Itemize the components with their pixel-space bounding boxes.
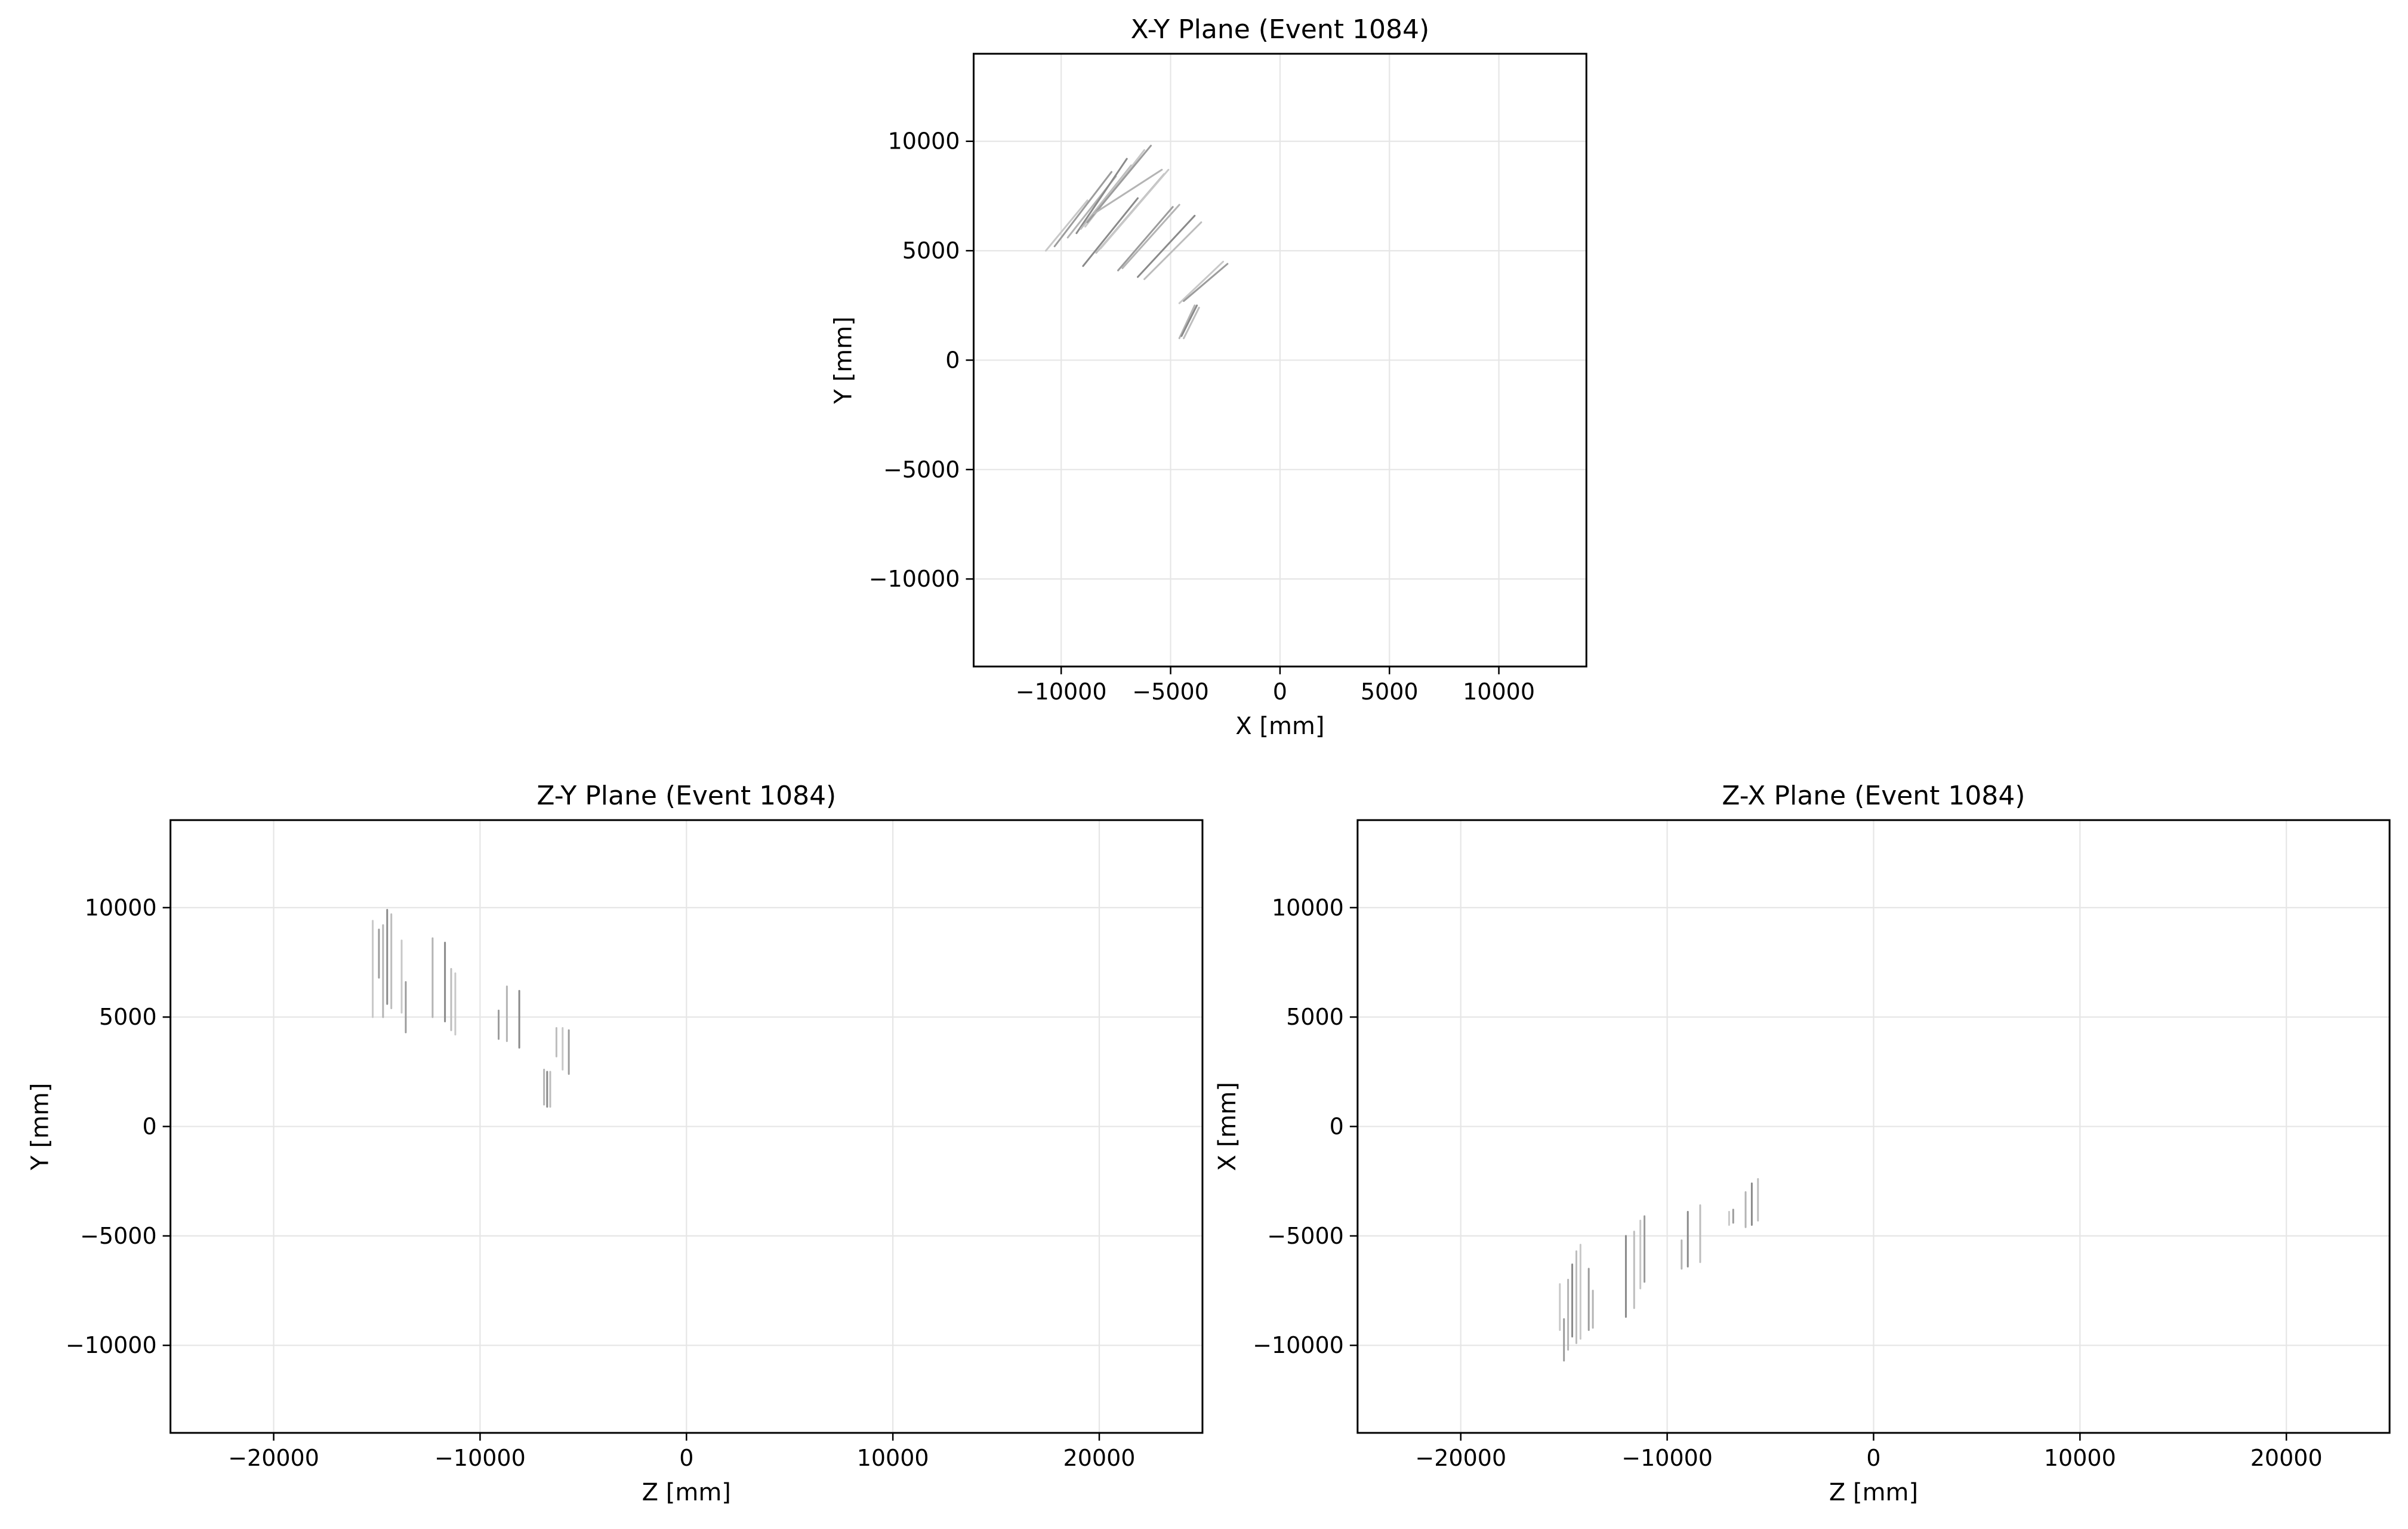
track-segment <box>1143 221 1203 280</box>
chart-title: Z-X Plane (Event 1084) <box>1722 781 2025 811</box>
y-tick-label: 5000 <box>99 1004 157 1030</box>
x-axis-label: Z [mm] <box>642 1479 731 1506</box>
track-segment <box>1180 304 1198 337</box>
x-tick-label: 0 <box>1866 1445 1880 1471</box>
zy-plane-panel: −20000 −10000 0 10000 20000 −10000 −5000 0 5000 1… <box>27 781 1204 1506</box>
y-axis-label: Y [mm] <box>830 316 857 404</box>
y-tick-label: 10000 <box>85 895 157 921</box>
y-tick-label: 5000 <box>902 238 960 264</box>
y-tick-label: −10000 <box>66 1332 157 1358</box>
x-tick-label: 10000 <box>857 1445 929 1471</box>
xy-plane-panel: −10000 −5000 0 5000 10000 −10000 −5000 0 5000 100… <box>830 14 1587 740</box>
y-tick-label: −5000 <box>80 1223 157 1249</box>
track-segment <box>1117 206 1174 272</box>
x-tick-label: −5000 <box>1132 679 1209 705</box>
y-tick-label: 5000 <box>1286 1004 1344 1030</box>
zx-plane-panel: −20000 −10000 0 10000 20000 −10000 −5000 0 5000 1… <box>1214 781 2391 1506</box>
y-axis-label: X [mm] <box>1214 1082 1241 1171</box>
y-tick-label: 0 <box>142 1114 156 1140</box>
x-tick-label: 0 <box>679 1445 693 1471</box>
track-segment <box>1080 164 1133 230</box>
track-segment <box>1053 171 1113 248</box>
track-segment <box>1183 263 1229 302</box>
x-tick-label: −10000 <box>1016 679 1107 705</box>
track-segment <box>1121 204 1180 269</box>
y-tick-label: 10000 <box>1272 895 1344 921</box>
x-axis-label: X [mm] <box>1235 713 1324 740</box>
chart-title: Z-Y Plane (Event 1084) <box>537 781 836 811</box>
x-tick-label: 20000 <box>2250 1445 2323 1471</box>
y-axis-label: Y [mm] <box>27 1083 54 1170</box>
x-tick-label: 10000 <box>2044 1445 2116 1471</box>
track-segment <box>1075 158 1128 235</box>
track-segment <box>1082 197 1139 267</box>
x-tick-label: −20000 <box>1415 1445 1506 1471</box>
x-axis-label: Z [mm] <box>1829 1479 1918 1506</box>
track-segment <box>1099 168 1170 249</box>
x-tick-label: 20000 <box>1063 1445 1136 1471</box>
y-tick-label: −5000 <box>1267 1223 1344 1249</box>
x-tick-label: 5000 <box>1361 679 1419 705</box>
x-tick-label: −20000 <box>228 1445 319 1471</box>
y-tick-label: 0 <box>945 347 960 373</box>
x-tick-label: −10000 <box>1621 1445 1713 1471</box>
chart-title: X-Y Plane (Event 1084) <box>1131 14 1429 45</box>
track-segment <box>1137 214 1196 278</box>
track-segment <box>1045 199 1089 252</box>
track-segment <box>1093 168 1163 215</box>
x-tick-label: −10000 <box>434 1445 526 1471</box>
y-tick-label: 10000 <box>888 128 960 155</box>
x-tick-label: 10000 <box>1463 679 1535 705</box>
y-tick-label: −10000 <box>1253 1332 1344 1358</box>
track-segment <box>1178 304 1196 340</box>
x-tick-label: 0 <box>1273 679 1287 705</box>
y-tick-label: −5000 <box>883 457 960 483</box>
track-segment <box>1178 260 1225 304</box>
track-segment <box>1183 306 1200 340</box>
track-segment <box>1086 144 1152 223</box>
y-tick-label: −10000 <box>869 566 960 592</box>
y-tick-label: 0 <box>1330 1114 1344 1140</box>
